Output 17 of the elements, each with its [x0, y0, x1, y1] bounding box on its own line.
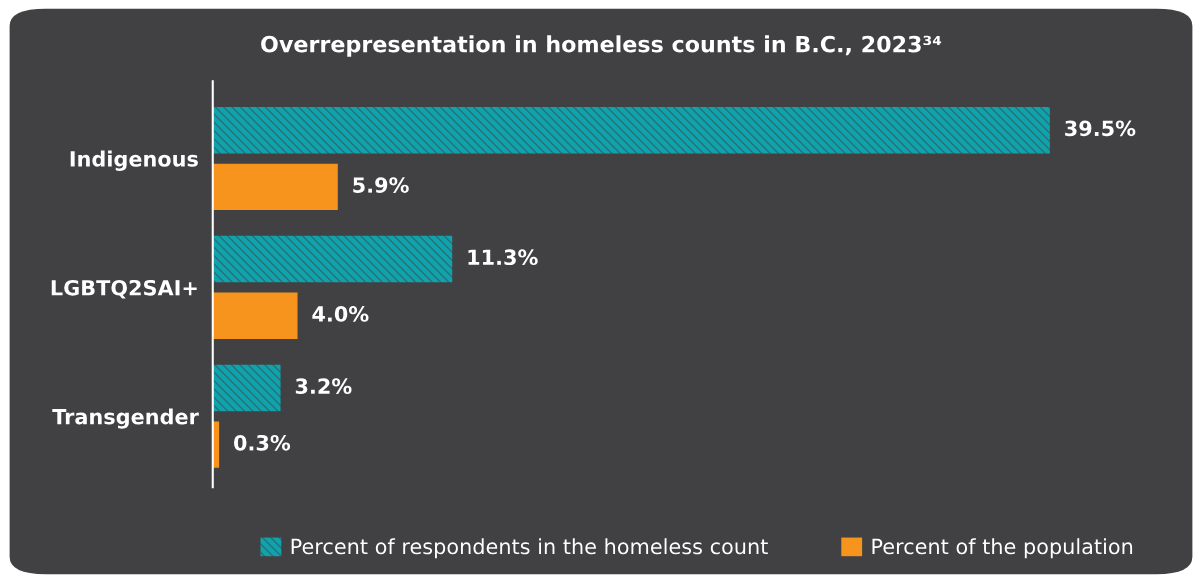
- bar: [212, 364, 281, 412]
- chart-title: Overrepresentation in homeless counts in B.C., 2023³⁴: [261, 35, 942, 57]
- bar: [212, 292, 298, 339]
- data-label: 5.9%: [353, 177, 409, 193]
- y-tick-label: Indigenous: [70, 150, 198, 171]
- bar: [212, 163, 338, 211]
- data-label: 3.2%: [295, 378, 352, 394]
- y-tick-label: Transgender: [52, 408, 199, 429]
- legend-label: Percent of the population: [872, 538, 1133, 559]
- data-label: 4.0%: [312, 306, 369, 322]
- data-label: 11.3%: [468, 249, 538, 266]
- bar: [212, 235, 453, 283]
- y-tick-label: LGBTQ2SAI+: [51, 279, 197, 299]
- bar: [212, 106, 1050, 154]
- data-label: 39.5%: [1065, 120, 1136, 137]
- data-label: 0.3%: [234, 434, 291, 451]
- legend-label: Percent of respondents in the homeless count: [291, 538, 768, 559]
